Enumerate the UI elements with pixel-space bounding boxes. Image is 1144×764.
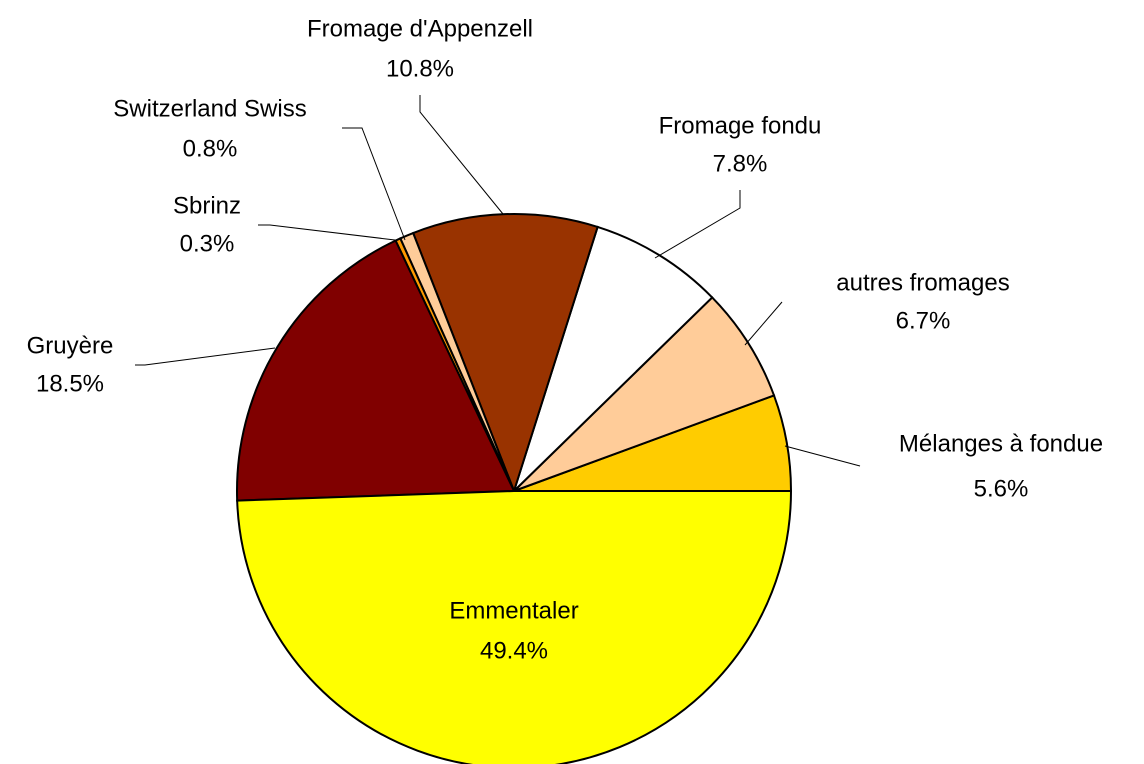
leader-line <box>258 224 396 241</box>
leader-line <box>342 127 406 241</box>
slice-value-label: 18.5% <box>36 370 104 397</box>
leader-line <box>135 347 276 366</box>
pie-slice <box>513 296 776 492</box>
slice-label: Gruyère <box>27 332 114 359</box>
pie-slice <box>236 490 793 764</box>
slice-label: Switzerland Swiss <box>113 95 306 122</box>
leader-line <box>419 95 504 215</box>
slice-label: Fromage d'Appenzell <box>307 15 533 42</box>
slice-value-label: 0.3% <box>180 230 235 257</box>
slice-label: Mélanges à fondue <box>899 430 1103 457</box>
pie-slice <box>236 239 516 502</box>
slice-value-label: 0.8% <box>183 135 238 162</box>
pie-slice <box>411 213 599 495</box>
slice-label: Emmentaler <box>449 597 578 624</box>
slice-label: Sbrinz <box>173 192 241 219</box>
slice-label: Fromage fondu <box>659 112 822 139</box>
slice-value-label: 5.6% <box>974 475 1029 502</box>
leader-line <box>784 445 861 467</box>
slice-value-label: 7.8% <box>713 150 768 177</box>
slice-value-label: 10.8% <box>386 55 454 82</box>
slice-label: autres fromages <box>836 269 1009 296</box>
slice-value-label: 6.7% <box>896 307 951 334</box>
leader-line <box>744 301 783 346</box>
leader-line <box>654 190 741 259</box>
slice-value-label: 49.4% <box>480 637 548 664</box>
